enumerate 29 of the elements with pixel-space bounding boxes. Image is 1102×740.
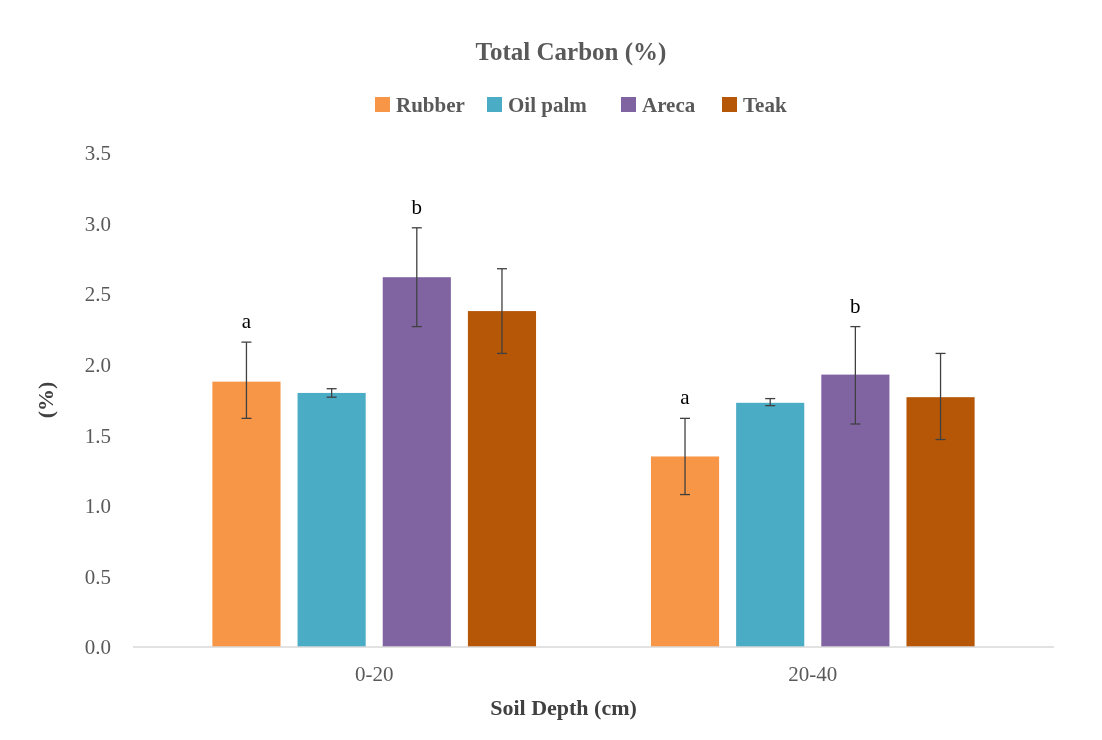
y-tick-label: 0.0 [84,635,111,660]
x-tick-label: 20-40 [788,662,838,686]
y-axis-title: (%) [33,381,58,419]
legend-label: Rubber [396,93,465,118]
bar [382,277,451,647]
y-tick-label: 3.0 [84,211,111,236]
bar [467,311,537,647]
bar [212,381,281,647]
bar [297,392,366,647]
bar [906,397,975,647]
x-tick-label: 0-20 [354,662,394,686]
data-label: a [241,309,252,334]
legend-label: Teak [743,93,787,118]
chart-title: Total Carbon (%) [475,38,667,66]
x-axis-title: Soil Depth (cm) [490,695,637,720]
bar [650,456,720,647]
data-label: a [680,385,691,410]
y-tick-label: 3.5 [84,141,111,166]
legend-label: Oil palm [508,93,588,118]
legend-label: Areca [642,93,696,118]
y-tick-label: 0.5 [84,564,111,589]
y-tick-label: 2.0 [84,353,111,378]
y-tick-label: 1.0 [84,494,111,519]
data-label: b [411,194,423,219]
data-label: b [850,293,861,318]
y-tick-label: 2.5 [84,282,111,307]
y-tick-label: 1.5 [84,423,111,448]
bar [736,402,805,647]
bar [821,374,890,647]
